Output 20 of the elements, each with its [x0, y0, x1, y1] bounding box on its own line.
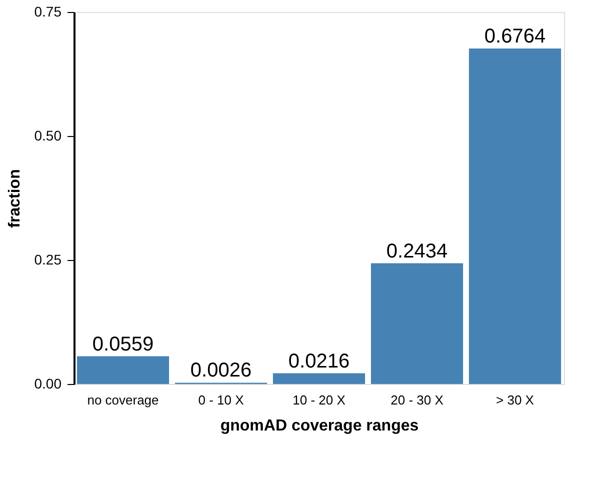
- x-axis-title: gnomAD coverage ranges: [220, 418, 419, 434]
- y-tick-label: 0.75: [34, 4, 62, 20]
- data-label: 0.0559: [92, 333, 154, 356]
- x-tick-label: no coverage: [87, 392, 159, 408]
- bar: [76, 356, 170, 384]
- x-tick-label: 0 - 10 X: [198, 392, 244, 408]
- data-label: 0.0216: [288, 350, 350, 372]
- y-tick-label: 0.00: [34, 376, 62, 392]
- data-label: 0.0026: [190, 360, 252, 382]
- bar: [272, 373, 366, 384]
- bar: [370, 263, 464, 384]
- y-tick-label: 0.25: [34, 252, 62, 268]
- x-tick-label: > 30 X: [496, 392, 534, 408]
- data-label: 0.6764: [484, 26, 546, 48]
- data-label: 0.2434: [386, 240, 448, 262]
- y-tick-label: 0.50: [34, 128, 62, 144]
- bar: [468, 48, 562, 384]
- x-tick-label: 20 - 30 X: [390, 392, 444, 408]
- x-tick-label: 10 - 20 X: [292, 392, 346, 408]
- y-axis-title: fraction: [6, 169, 24, 228]
